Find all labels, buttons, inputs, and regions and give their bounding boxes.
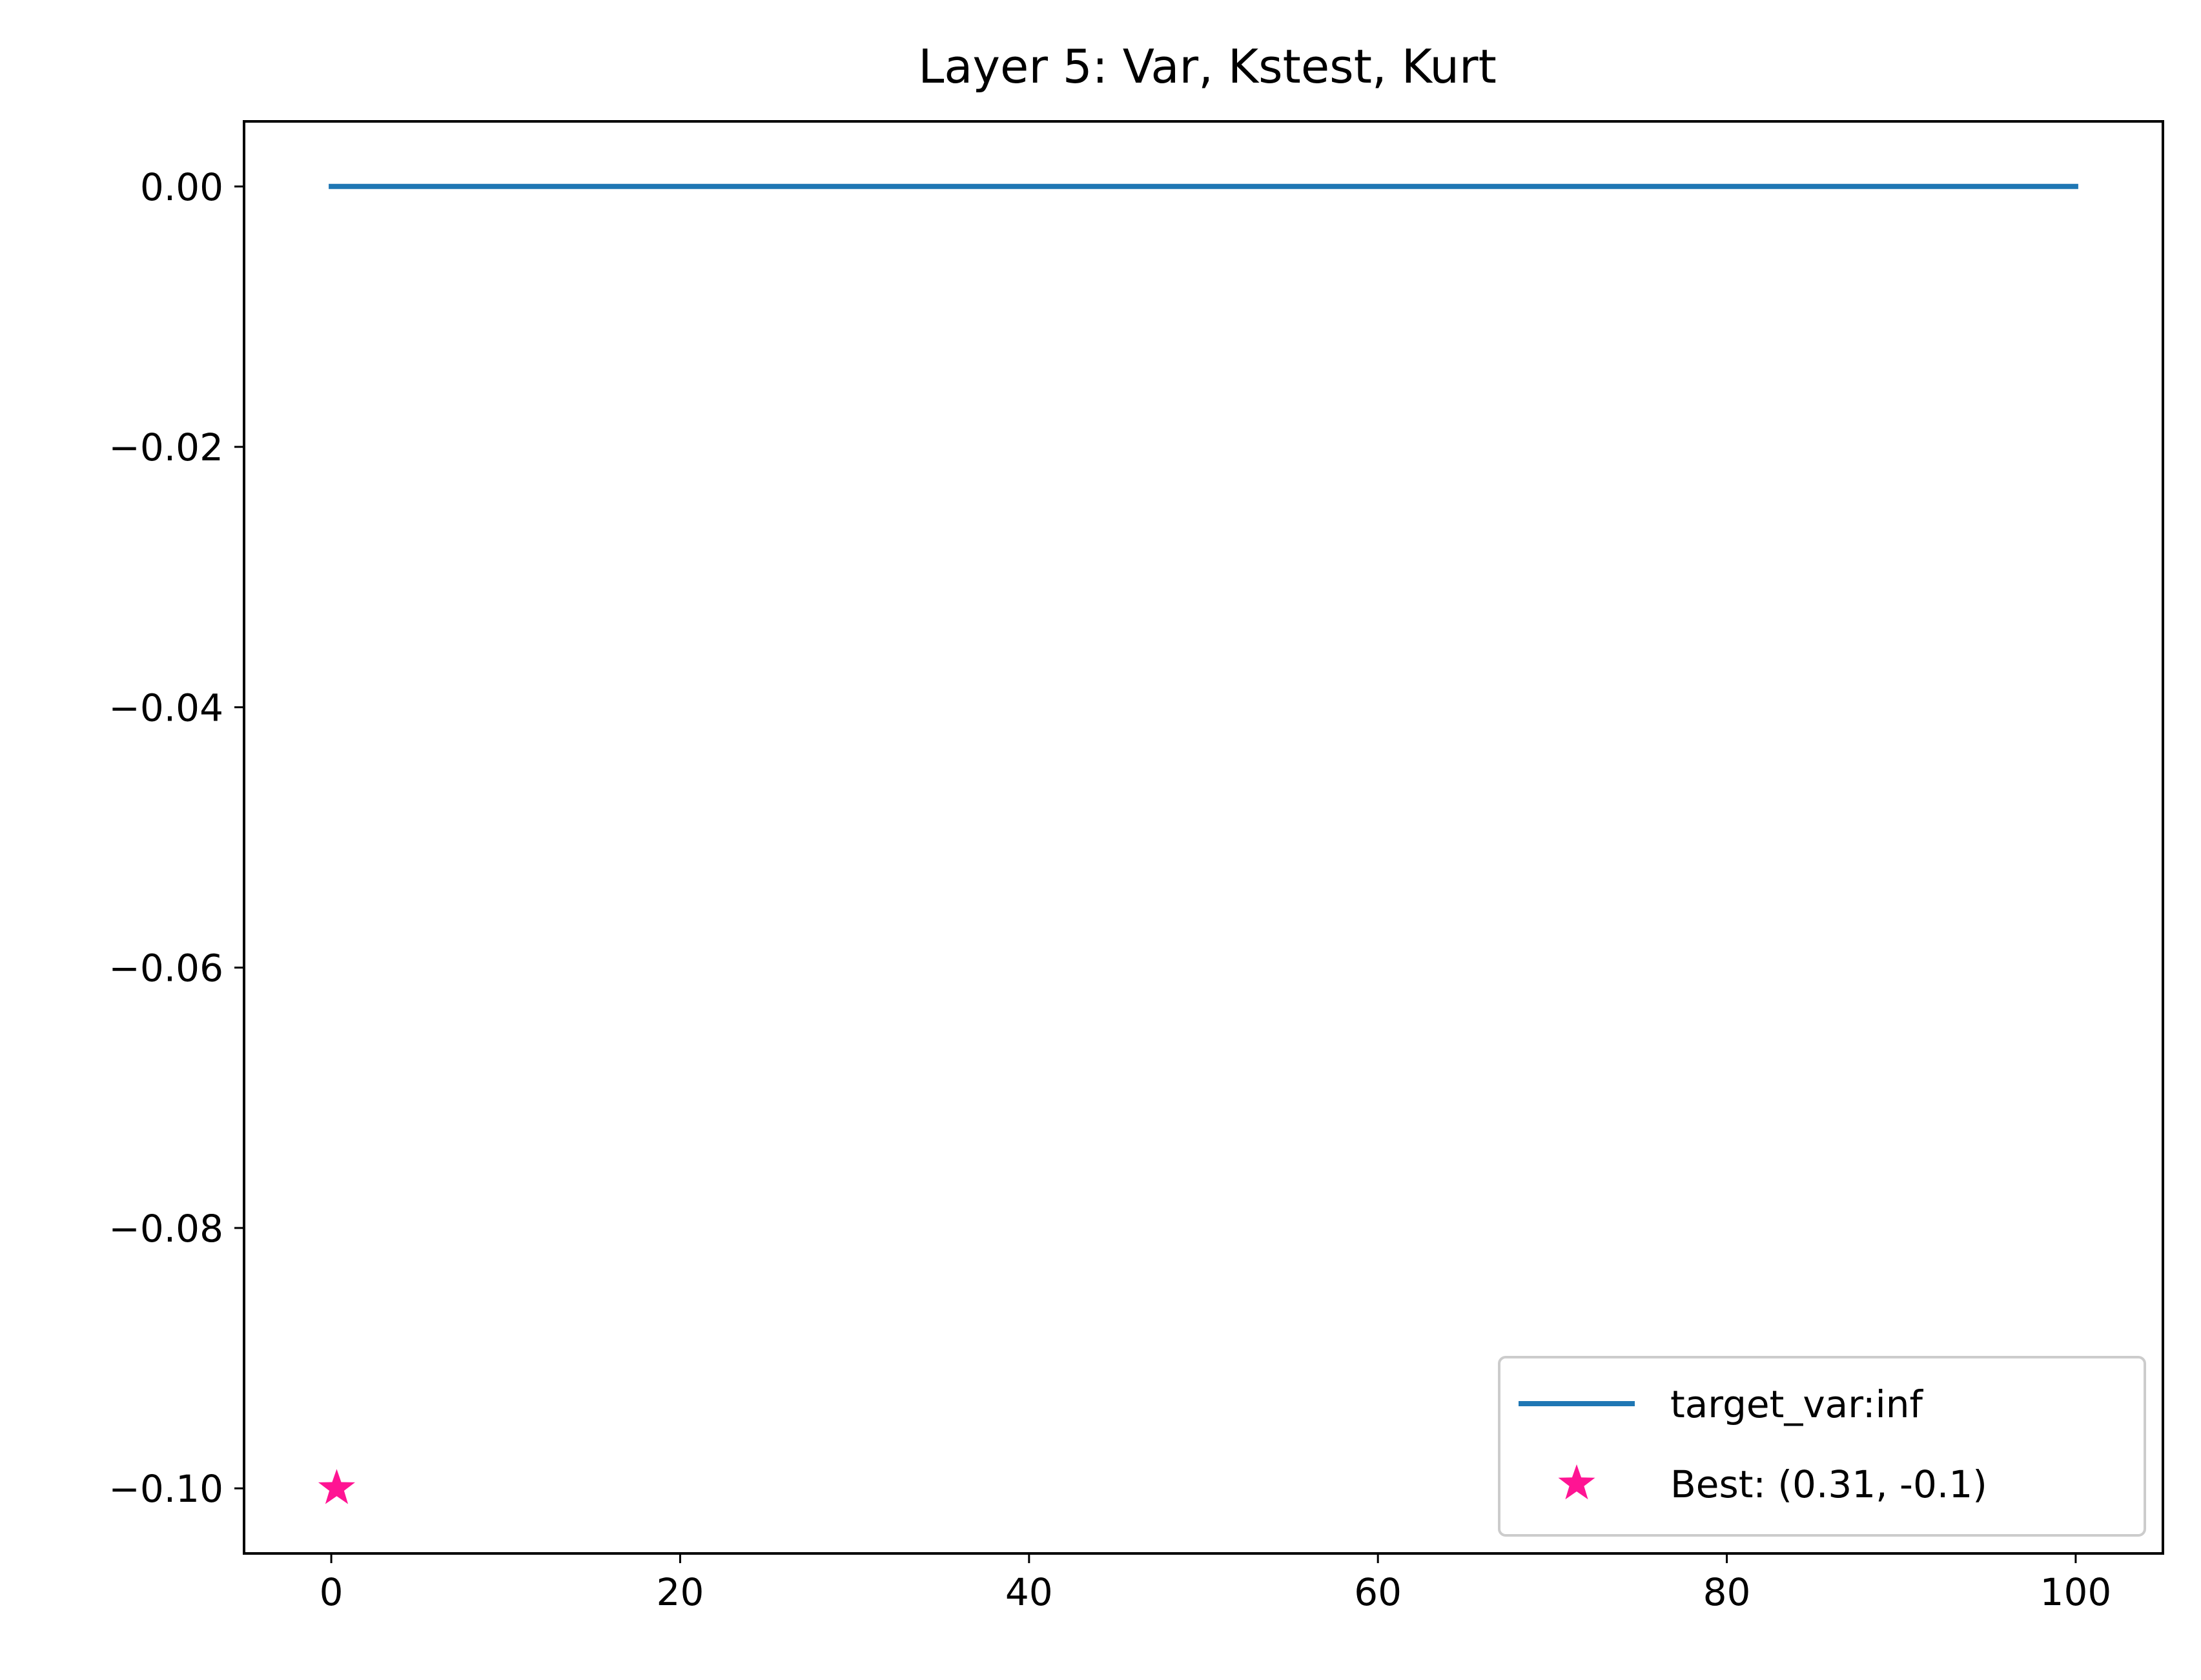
y-tick-label: −0.08 [108,1207,223,1251]
x-axis: 0 20 40 60 80 100 [320,1553,2112,1614]
x-tick-label: 60 [1354,1570,1402,1614]
x-tick-label: 20 [657,1570,704,1614]
y-tick-label: −0.02 [108,425,223,469]
series-layer [318,183,2078,1504]
x-tick-label: 100 [2040,1570,2112,1614]
y-tick-label: −0.06 [108,947,223,990]
legend: target_var:inf Best: (0.31, -0.1) [1498,1356,2146,1537]
x-tick-label: 0 [320,1570,343,1614]
y-axis: 0.00 −0.02 −0.04 −0.06 −0.08 −0.10 [108,165,244,1511]
y-tick-label: −0.04 [108,686,223,730]
chart-title: Layer 5: Var, Kstest, Kurt [918,39,1497,94]
legend-label: target_var:inf [1670,1382,1923,1426]
y-tick-label: 0.00 [140,165,223,209]
plot-area [243,120,2164,1555]
legend-box [1498,1356,2146,1537]
best-point-star-marker [318,1469,355,1504]
y-tick-label: −0.10 [108,1467,223,1511]
x-tick-label: 40 [1005,1570,1053,1614]
x-tick-label: 80 [1703,1570,1751,1614]
legend-star-swatch [1558,1464,1595,1500]
legend-label: Best: (0.31, -0.1) [1670,1462,1987,1506]
